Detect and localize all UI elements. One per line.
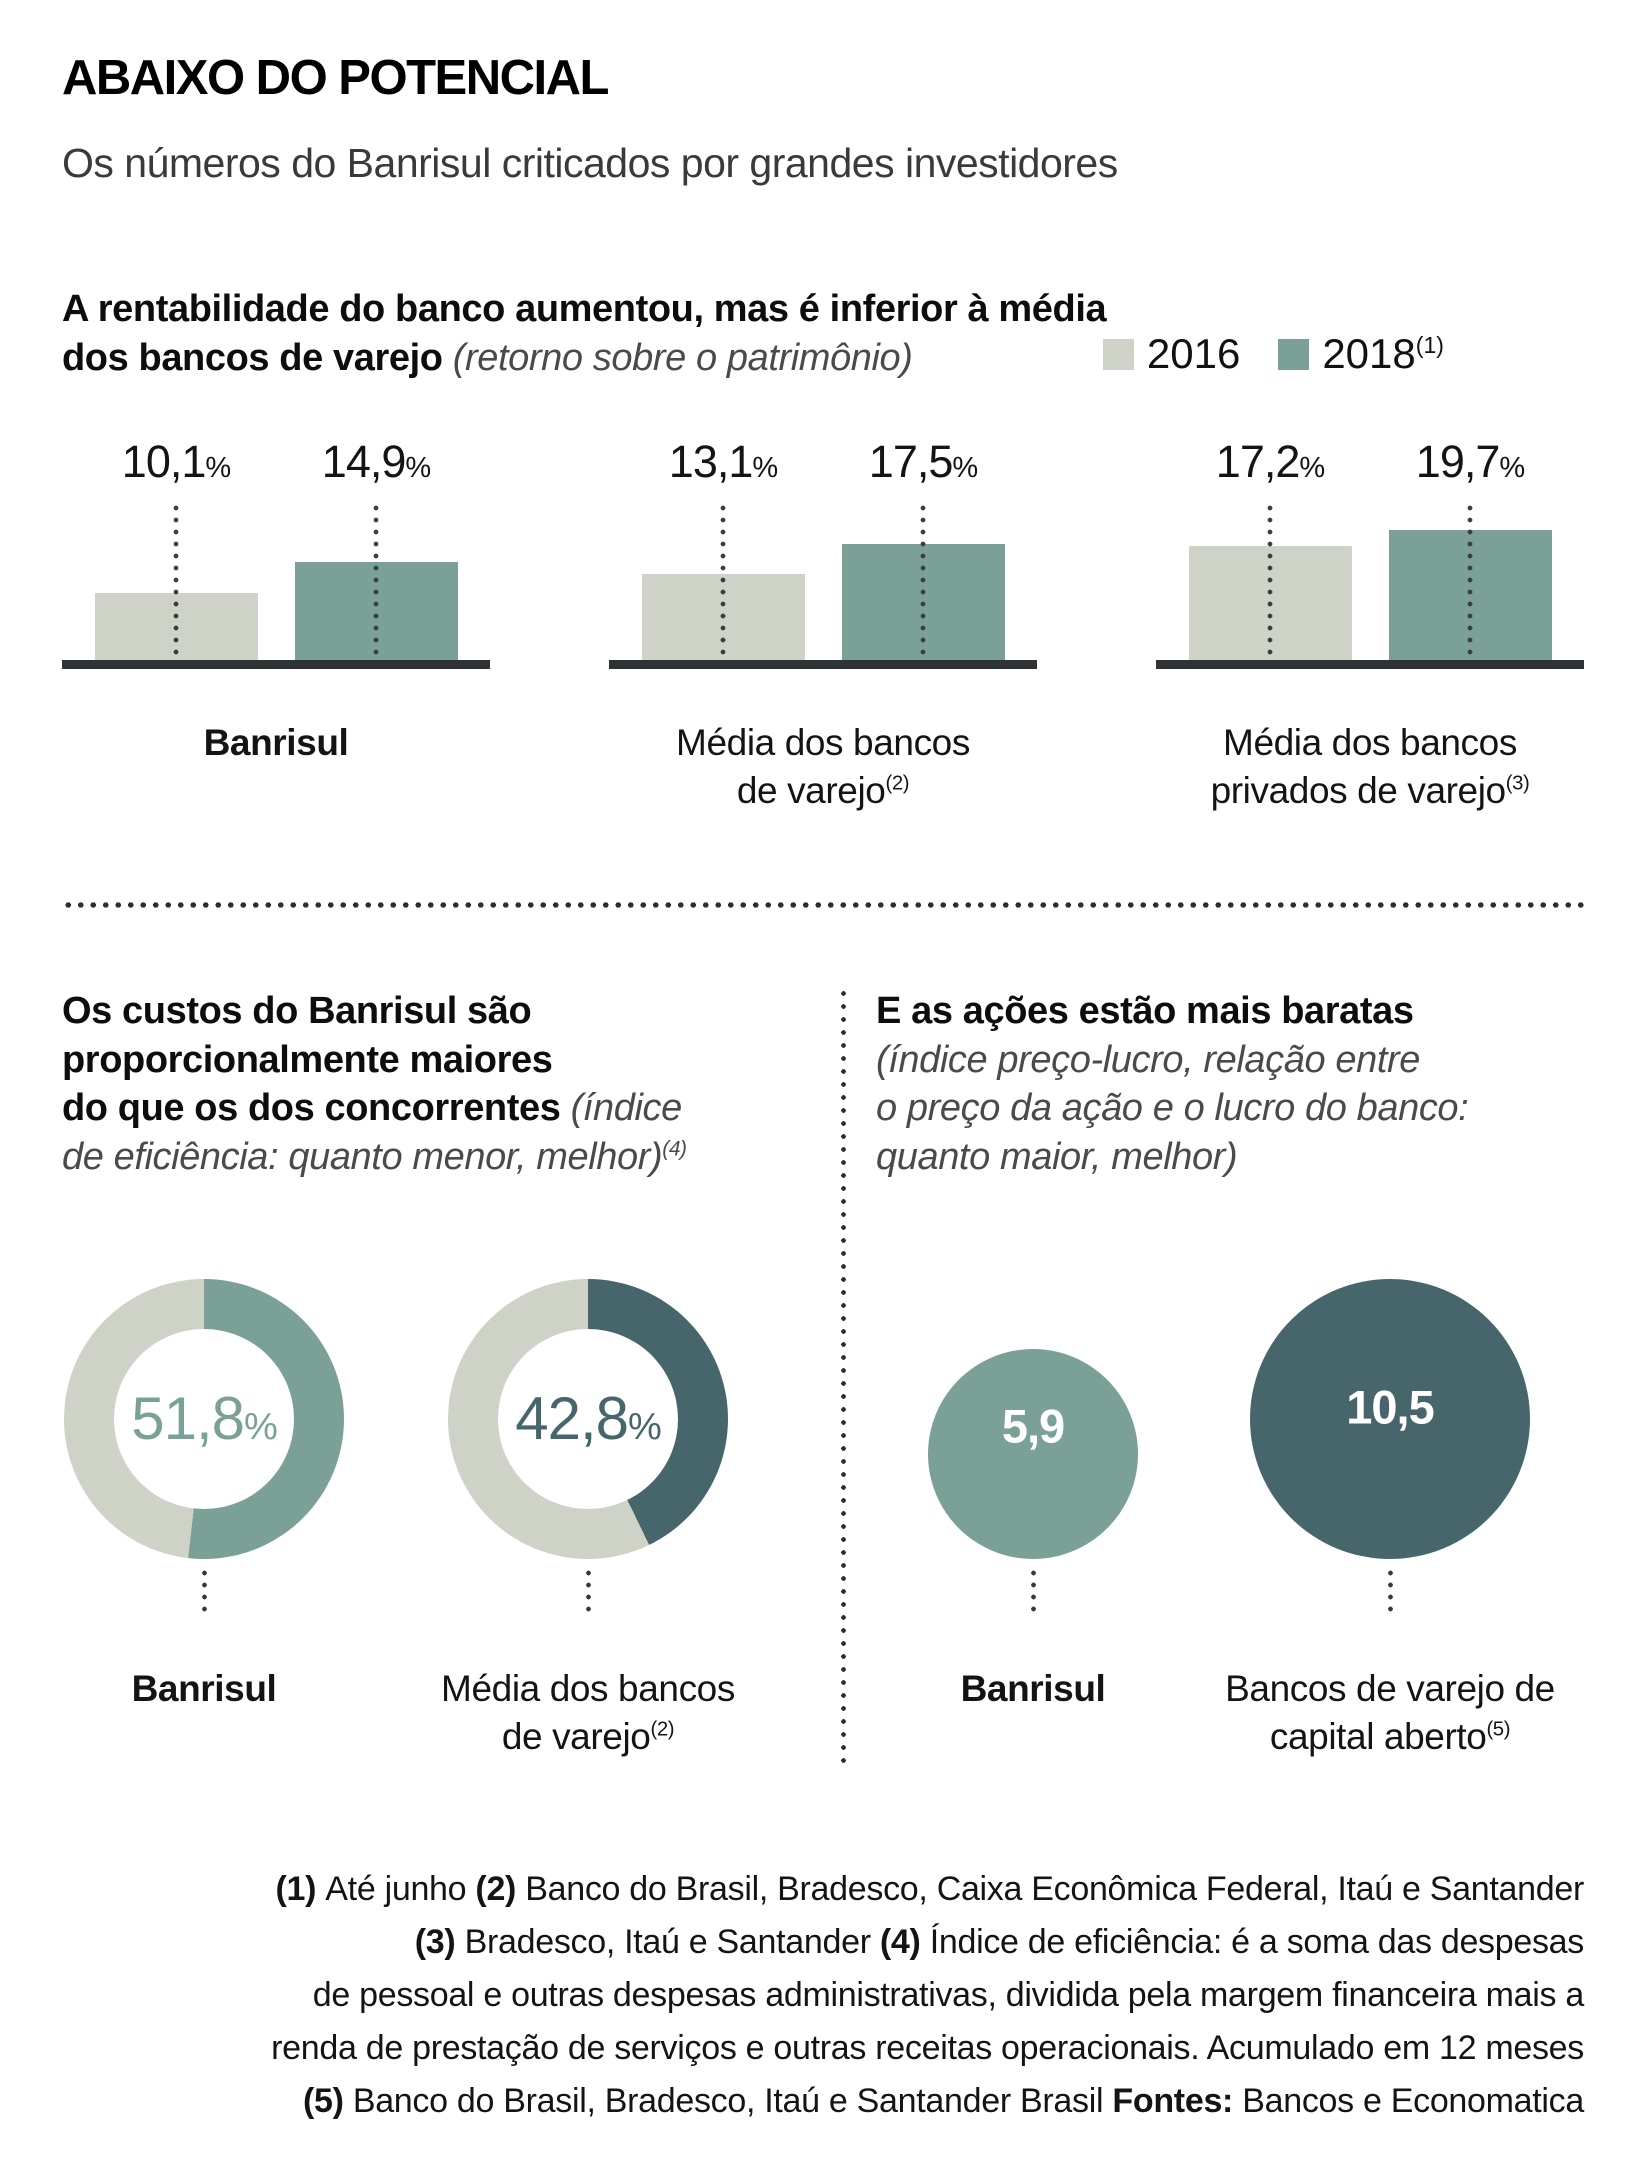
- bar-column-2016: 10,1%: [94, 436, 258, 661]
- bar-group-banrisul: 10,1% 14,9% Banrisul: [62, 436, 490, 819]
- dotted-guide-line: [585, 1566, 591, 1615]
- axis-baseline: [62, 660, 490, 670]
- bar-group-media-varejo: 13,1% 17,5% Média dos bancos de varejo(2): [609, 436, 1037, 819]
- circle-label: Banrisul: [960, 1667, 1106, 1709]
- donut-chart-banrisul: 51,8%: [64, 1278, 344, 1559]
- donut-value: 51,8%: [131, 1385, 278, 1453]
- dotted-guide-line: [1267, 502, 1273, 661]
- circle-label: Bancos de varejo de capital aberto(5): [1225, 1667, 1555, 1757]
- donut-col-banrisul: 51,8% Banrisul: [64, 1278, 344, 1765]
- donut-hole: 42,8%: [498, 1328, 678, 1509]
- circle-charts: 5,9 Banrisul 10,5 Bancos de varejo de cap…: [928, 1278, 1584, 1765]
- axis-baseline: [1156, 660, 1584, 670]
- pe-section: E as ações estão mais baratas (índice pre…: [876, 987, 1584, 1765]
- bar-column-2018: 17,5%: [841, 436, 1005, 661]
- dotted-guide-line: [373, 502, 379, 661]
- pe-heading: E as ações estão mais baratas (índice pre…: [876, 990, 1469, 1179]
- dotted-guide-line: [173, 502, 179, 661]
- circle-col-banrisul: 5,9 Banrisul: [928, 1348, 1138, 1765]
- bar-group-media-privados: 17,2% 19,7% Média dos bancos privados de …: [1156, 436, 1584, 819]
- bar-column-2018: 19,7%: [1388, 436, 1552, 661]
- bar-column-2016: 13,1%: [641, 436, 805, 661]
- footnotes: (1) Até junho (2) Banco do Brasil, Brade…: [271, 1869, 1584, 2120]
- roe-section: A rentabilidade do banco aumentou, mas é…: [62, 285, 1584, 819]
- legend-swatch-2016: [1102, 338, 1134, 370]
- bar-column-2016: 17,2%: [1188, 436, 1352, 661]
- donut-hole: 51,8%: [114, 1328, 294, 1509]
- circle-value: 5,9: [1001, 1399, 1065, 1453]
- chart-legend: 2016 2018(1): [1102, 330, 1444, 378]
- circle-varejo-aberto: 10,5: [1250, 1278, 1530, 1559]
- bar-value-label: 10,1%: [121, 436, 231, 488]
- circle-value: 10,5: [1346, 1380, 1434, 1434]
- legend-item-2016: 2016: [1102, 330, 1241, 378]
- legend-swatch-2018: [1278, 338, 1310, 370]
- circle-banrisul: 5,9: [928, 1348, 1138, 1559]
- axis-baseline: [609, 660, 1037, 670]
- bar-value-label: 13,1%: [668, 436, 778, 488]
- dotted-guide-line: [201, 1566, 207, 1615]
- page-subtitle: Os números do Banrisul criticados por gr…: [62, 139, 1118, 186]
- dotted-guide-line: [1030, 1566, 1036, 1615]
- bar-value-label: 14,9%: [321, 436, 431, 488]
- roe-heading: A rentabilidade do banco aumentou, mas é…: [62, 287, 1107, 379]
- dotted-guide-line: [720, 502, 726, 661]
- bar-value-label: 17,2%: [1215, 436, 1325, 488]
- legend-item-2018: 2018(1): [1278, 330, 1444, 378]
- efficiency-heading: Os custos do Banrisul são proporcionalmen…: [62, 990, 687, 1179]
- donut-label: Média dos bancos de varejo(2): [441, 1667, 735, 1757]
- efficiency-section: Os custos do Banrisul são proporcionalmen…: [62, 987, 807, 1765]
- legend-label-2018: 2018(1): [1322, 330, 1444, 378]
- bar-value-label: 17,5%: [868, 436, 978, 488]
- bar-column-2018: 14,9%: [294, 436, 458, 661]
- page-title: ABAIXO DO POTENCIAL: [62, 51, 609, 105]
- bar-group-label: Média dos bancos privados de varejo(3): [1210, 722, 1530, 812]
- donut-col-media-varejo: 42,8% Média dos bancos de varejo(2): [441, 1278, 735, 1765]
- donut-label: Banrisul: [131, 1667, 277, 1709]
- circle-col-varejo-aberto: 10,5 Bancos de varejo de capital aberto(5…: [1225, 1278, 1555, 1765]
- dotted-guide-line: [1387, 1566, 1393, 1615]
- bar-group-label: Banrisul: [203, 722, 349, 764]
- dotted-divider-horizontal: [62, 901, 1584, 910]
- donut-chart-media-varejo: 42,8%: [448, 1278, 728, 1559]
- legend-label-2016: 2016: [1146, 330, 1241, 378]
- donut-value: 42,8%: [515, 1385, 662, 1453]
- bar-group-label: Média dos bancos de varejo(2): [676, 722, 970, 812]
- grouped-bar-chart: 10,1% 14,9% Banrisul 13,1%: [62, 436, 1584, 819]
- bar-value-label: 19,7%: [1415, 436, 1525, 488]
- dotted-guide-line: [1467, 502, 1473, 661]
- dotted-guide-line: [920, 502, 926, 661]
- donut-charts: 51,8% Banrisul 42,8% Média dos bancos de …: [62, 1278, 807, 1765]
- dotted-divider-vertical: [841, 987, 846, 1765]
